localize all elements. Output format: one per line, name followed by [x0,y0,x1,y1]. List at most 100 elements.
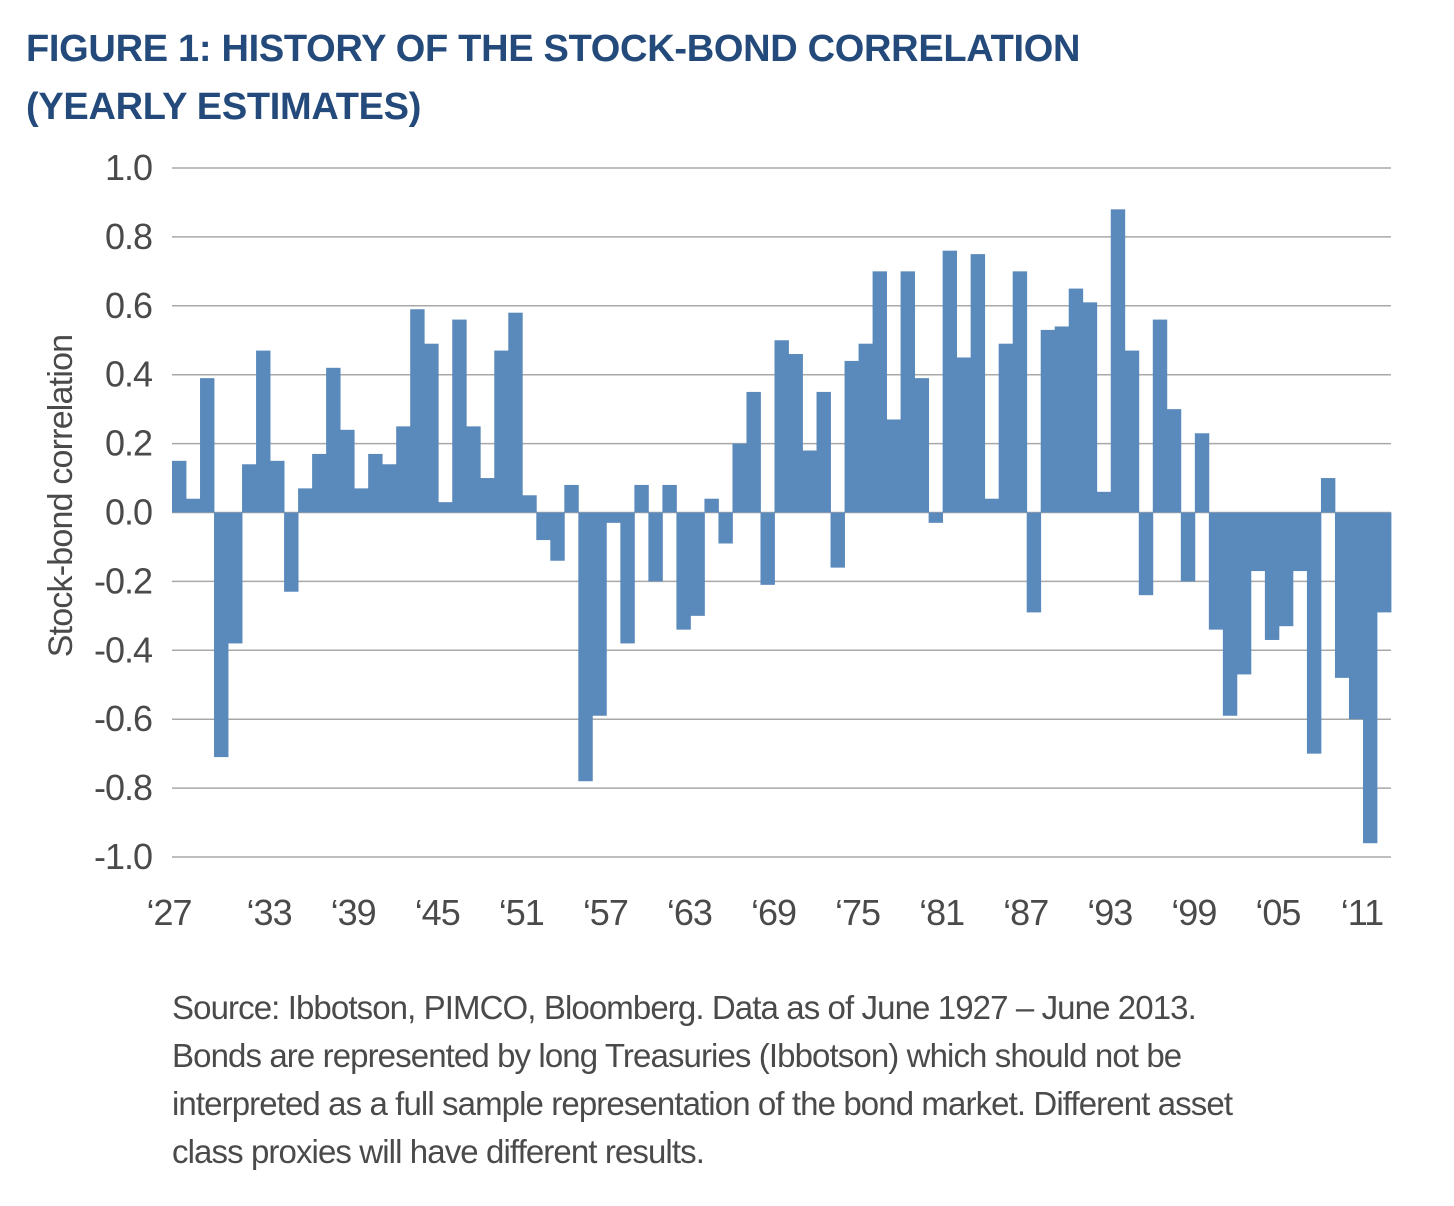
bar-2001 [1208,512,1224,630]
bar-1964 [690,512,705,616]
bar-1994 [1110,209,1126,513]
y-tick-label: 0.4 [105,354,152,395]
bar-1969 [760,512,775,585]
bar-1990 [1054,326,1070,513]
source-line: Bonds are represented by long Treasuries… [172,1037,1182,1074]
bar-2007 [1292,512,1308,572]
bar-1963 [676,512,691,630]
bar-1954 [550,512,565,561]
bar-1980 [914,378,930,513]
bar-2013 [1376,512,1392,613]
bar-1984 [970,254,986,513]
x-tick-label: ‘39 [331,892,376,933]
x-tick-label: ‘87 [1003,892,1048,933]
bar-2005 [1264,512,1280,640]
bar-1957 [592,512,607,716]
x-tick-label: ‘63 [667,892,712,933]
bar-1944 [410,309,425,513]
bar-1991 [1068,288,1084,513]
stock-bond-correlation-chart: 1.0 0.8 0.6 0.4 0.2 0.0 -0.2 -0.4 -0.6 -0.8 -1.0 ‘… [42,147,1392,933]
bar-1939 [340,429,355,513]
x-tick-label: ‘69 [751,892,796,933]
bar-2008 [1306,512,1322,754]
bar-1997 [1152,319,1168,513]
bar-1966 [718,512,733,544]
y-tick-label: 0.0 [105,492,152,533]
x-axis-ticks: ‘27 ‘33 ‘39 ‘45 ‘51 ‘57 ‘63 ‘69 ‘75 ‘81 ‘87 ‘93 ‘99 ‘… [146,892,1384,933]
bar-1959 [620,512,635,644]
y-tick-label: 0.8 [105,216,152,257]
bar-1932 [242,464,257,513]
x-tick-label: ‘75 [835,892,880,933]
bar-1933 [256,350,271,513]
bar-1953 [536,512,551,541]
y-tick-label: -0.4 [94,629,152,670]
bar-2003 [1236,512,1252,675]
bar-1976 [858,343,873,513]
y-tick-label: 0.6 [105,285,152,326]
bar-1989 [1040,329,1056,513]
bar-1951 [508,312,523,513]
bar-1962 [662,484,677,513]
bar-1996 [1138,512,1154,596]
y-axis-ticks: 1.0 0.8 0.6 0.4 0.2 0.0 -0.2 -0.4 -0.6 -0.8 -1.0 [94,147,153,877]
bar-1988 [1026,512,1042,613]
source-line: class proxies will have different result… [172,1133,705,1170]
bar-1941 [368,453,383,513]
bar-1987 [1012,271,1028,513]
bar-1935 [284,512,299,592]
bar-1948 [466,426,481,513]
bar-1975 [844,360,859,513]
bar-1955 [564,484,579,513]
x-tick-label: ‘51 [499,892,544,933]
bar-1945 [424,343,439,513]
bar-1928 [186,498,201,513]
y-tick-label: -0.6 [94,698,152,739]
bar-2010 [1334,512,1350,678]
bar-1940 [354,488,369,513]
x-tick-label: ‘81 [919,892,964,933]
bar-1938 [326,367,341,513]
bar-1946 [438,502,453,513]
x-tick-label: ‘11 [1341,892,1383,933]
bar-1978 [886,419,901,513]
figure-title-line: (YEARLY ESTIMATES) [26,86,422,128]
bar-1995 [1124,350,1140,513]
bar-1942 [382,464,397,513]
bars [172,209,1392,844]
source-line: Source: Ibbotson, PIMCO, Bloomberg. Data… [172,989,1197,1026]
bar-1934 [270,460,285,513]
bar-1931 [228,512,243,644]
x-tick-label: ‘45 [415,892,460,933]
bar-1983 [956,357,972,513]
bar-2009 [1320,478,1336,513]
bar-1971 [788,354,803,513]
bar-1985 [984,498,1000,513]
bar-2011 [1348,512,1364,720]
y-tick-label: 1.0 [105,147,152,188]
bar-1947 [452,319,467,513]
bar-2012 [1362,512,1378,844]
bar-1974 [830,512,845,568]
y-tick-label: -0.8 [94,767,152,808]
source-line: interpreted as a full sample representat… [172,1085,1233,1122]
bar-2000 [1194,433,1210,513]
bar-1970 [774,340,789,513]
bar-1952 [522,495,537,513]
x-tick-label: ‘27 [146,892,191,933]
bar-1943 [396,426,411,513]
bar-2006 [1278,512,1294,627]
bar-1986 [998,343,1014,513]
figure-title-line: FIGURE 1: HISTORY OF THE STOCK-BOND CORR… [26,28,1081,70]
bar-1929 [200,378,215,513]
y-axis-label: Stock-bond correlation [42,335,80,658]
bar-1949 [480,478,495,513]
bar-2004 [1250,512,1266,572]
figure-title: FIGURE 1: HISTORY OF THE STOCK-BOND CORR… [26,20,1080,136]
bar-1956 [578,512,593,782]
x-tick-label: ‘33 [247,892,292,933]
bar-1992 [1082,302,1098,513]
bar-1936 [298,488,313,513]
bar-1960 [634,484,649,513]
bar-1993 [1096,491,1112,513]
